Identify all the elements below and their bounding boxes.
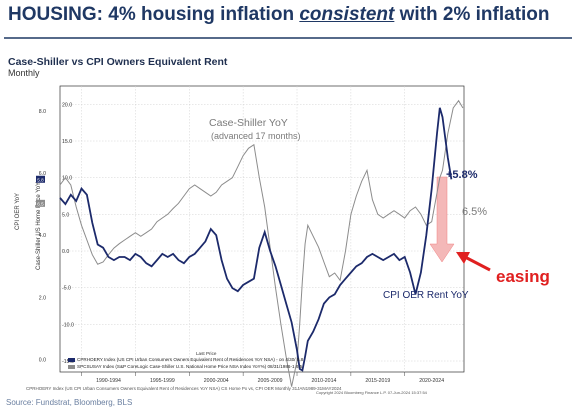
legend-swatch-oer: [68, 357, 75, 362]
page-title: HOUSING: 4% housing inflation consistent…: [8, 4, 550, 25]
left-axis-label: CPI OER YoY: [15, 193, 21, 230]
right-tick-label: -10.0: [62, 322, 74, 328]
legend-text-cs: SPCSUSAY Index (S&P CoreLogic Case-Shill…: [77, 364, 303, 369]
left-axis: 8.0 6.0 4.0 2.0 0.0: [39, 109, 46, 364]
left-tick-label: 4.0: [39, 233, 46, 239]
right-axis: 20.0 15.0 10.0 5.0 0.0 -5.0 -10.0 -15.0: [62, 102, 74, 365]
x-tick-label: 1995-1999: [150, 378, 175, 384]
left-tick-label: 0.0: [39, 358, 46, 364]
x-tick-label: 2000-2004: [204, 378, 229, 384]
legend-swatch-cs: [68, 364, 75, 369]
axis-badge: [36, 175, 45, 183]
legend-item-cs: SPCSUSAY Index (S&P CoreLogic Case-Shill…: [68, 364, 302, 369]
oer-last-value-label: +5.8%: [446, 169, 478, 181]
chart-frequency: Monthly: [8, 68, 40, 78]
left-tick-label: 2.0: [39, 295, 46, 301]
copyright-note: Copyright 2024 Bloomberg Finance L.P. 07…: [316, 390, 427, 395]
case-shiller-label-line2: (advanced 17 months): [211, 131, 301, 141]
source-note: Source: Fundstrat, Bloomberg, BLS: [6, 398, 133, 407]
x-tick-label: 2015-2019: [365, 378, 390, 384]
case-shiller-label-line1: Case-Shiller YoY: [209, 117, 288, 129]
right-tick-label: -15.0: [62, 359, 74, 365]
easing-arrow-icon: [429, 176, 455, 263]
chart-footnote: CPRHOERY Index (US CPI Urban Consumers O…: [26, 386, 342, 391]
right-tick-label: -5.0: [62, 286, 71, 292]
right-tick-label: 5.0: [62, 212, 69, 218]
cs-last-value-label: 6.5%: [462, 206, 487, 218]
easing-label: easing: [496, 267, 550, 286]
grid-lines: [60, 86, 464, 372]
chart-subtitle: Case-Shiller vs CPI Owners Equivalent Re…: [8, 56, 228, 68]
easing-pointer-line: [464, 255, 491, 272]
axis-badge-label: 5.8: [37, 177, 44, 182]
axis-badge-label: 6.5: [37, 201, 44, 206]
left-tick-label: 6.0: [39, 171, 46, 177]
easing-pointer-arrowhead-icon: [456, 252, 470, 264]
series-case-shiller-line: [59, 99, 464, 387]
x-tick-label: 2010-2014: [312, 378, 337, 384]
series-oer-line: [59, 107, 453, 372]
right-tick-label: 15.0: [62, 139, 72, 145]
oer-series-label: CPI OER Rent YoY: [383, 290, 469, 301]
right-tick-label: 0.0: [62, 249, 69, 255]
axis-badge: [36, 199, 45, 207]
left-tick-label: 8.0: [39, 109, 46, 115]
right-tick-label: 20.0: [62, 102, 72, 108]
left-axis-badges: 5.8 6.5: [36, 175, 45, 207]
x-axis: 1990-1994 1995-1999 2000-2004 2005-2009 2010…: [81, 372, 444, 384]
legend-title: Last Price: [196, 351, 217, 356]
right-axis-label: Case-Shiller US Home Price YoY: [36, 182, 42, 270]
x-tick-label: 1990-1994: [96, 378, 121, 384]
x-tick-label: 2005-2009: [258, 378, 283, 384]
legend-item-oer: CPRHOERY Index (US CPI Urban Consumers O…: [68, 357, 303, 362]
legend-text-oer: CPRHOERY Index (US CPI Urban Consumers O…: [77, 357, 304, 362]
x-tick-label: 2020-2024: [419, 378, 444, 384]
right-tick-label: 10.0: [62, 176, 72, 182]
